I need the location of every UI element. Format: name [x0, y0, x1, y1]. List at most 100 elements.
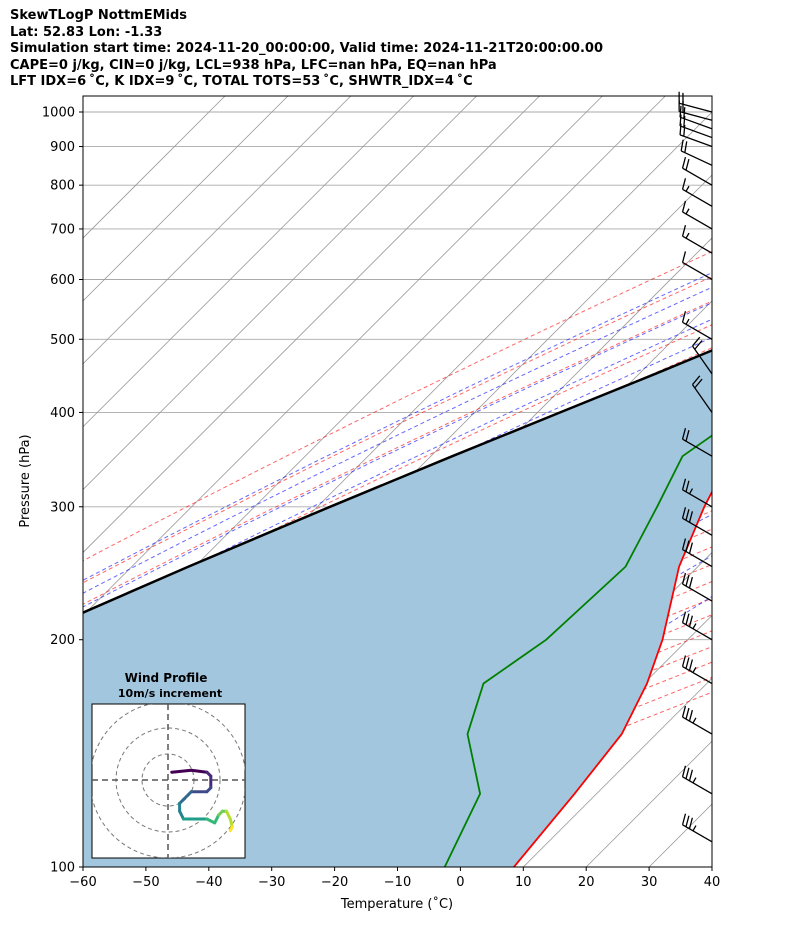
y-tick-label: 600 — [50, 273, 75, 288]
barb-flag — [681, 251, 687, 263]
x-tick-label: 10 — [515, 875, 532, 890]
barb-half-flag — [685, 185, 690, 192]
barb-staff — [682, 321, 713, 340]
barb-staff — [682, 188, 713, 207]
barb-half-flag — [692, 777, 697, 784]
barb-staff — [682, 548, 713, 568]
barb-flag — [688, 709, 694, 722]
x-tick-label: 40 — [704, 875, 721, 890]
barb-half-flag — [685, 232, 690, 239]
barb-flag — [685, 767, 690, 779]
barb-flag — [681, 572, 687, 585]
wind-barb — [681, 156, 713, 186]
hodograph-segment — [228, 825, 234, 833]
barb-staff — [682, 261, 713, 281]
x-tick-label: 0 — [456, 875, 464, 890]
barb-flag — [688, 511, 694, 523]
x-tick-label: −60 — [69, 875, 96, 890]
simulation-time: Simulation start time: 2024-11-20_00:00:… — [10, 41, 603, 56]
y-tick-label: 200 — [50, 633, 75, 648]
barb-staff — [682, 583, 713, 602]
barb-flag — [685, 509, 690, 521]
barb-flag — [685, 540, 690, 552]
x-tick-label: 20 — [578, 875, 595, 890]
isotherm-line — [83, 96, 540, 554]
barb-staff — [691, 384, 713, 413]
barb-flag — [694, 378, 703, 389]
barb-flag — [681, 507, 687, 519]
barb-flag — [685, 158, 690, 171]
wind-barb — [681, 428, 713, 457]
barb-flag — [681, 156, 687, 169]
wind-profile-inset: Wind Profile 10m/s increment — [91, 671, 246, 859]
wind-barb — [681, 611, 713, 641]
wind-barb — [691, 336, 713, 375]
wind-barb — [681, 705, 713, 735]
barb-staff — [679, 125, 713, 139]
x-axis-label: Temperature (˚C) — [340, 896, 453, 912]
wind-barb — [681, 507, 713, 536]
x-tick-label: 30 — [641, 875, 658, 890]
barb-flag — [688, 615, 694, 627]
chart-header: SkewTLogP NottmEMids Lat: 52.83 Lon: -1.… — [10, 8, 603, 91]
barb-half-flag — [692, 717, 697, 724]
barb-staff — [682, 235, 713, 254]
location: Lat: 52.83 Lon: -1.33 — [10, 24, 163, 40]
x-axis-ticks: −60 −50 −40 −30 −20 −10 0 10 20 30 40 — [69, 867, 720, 890]
barb-staff — [680, 150, 713, 166]
barb-half-flag — [692, 666, 697, 673]
wind-barb — [679, 123, 713, 148]
y-tick-label: 700 — [50, 222, 75, 237]
barb-half-flag — [692, 825, 697, 832]
wind-barb — [681, 225, 713, 254]
hodograph-segment — [189, 768, 209, 774]
barb-half-flag — [692, 623, 697, 630]
hodograph-segment — [182, 790, 193, 801]
wind-barb — [681, 813, 713, 843]
isotherm-line — [83, 96, 666, 679]
isotherm-line — [775, 96, 794, 867]
barb-staff — [682, 517, 713, 536]
parcel-profile-line — [83, 349, 712, 614]
wind-barb — [678, 91, 713, 113]
hodograph — [92, 704, 245, 858]
barb-flag — [681, 311, 687, 323]
x-tick-label: −30 — [258, 875, 285, 890]
barb-flag — [685, 613, 690, 625]
x-tick-label: −10 — [384, 875, 411, 890]
hodograph-segment — [170, 768, 193, 774]
station-title: SkewTLogP NottmEMids — [10, 8, 188, 23]
barb-half-flag — [688, 488, 694, 495]
barb-flag — [684, 141, 688, 153]
barb-flag — [681, 655, 687, 667]
isotherm-line — [711, 866, 712, 867]
profiles — [83, 349, 712, 867]
barb-staff — [682, 167, 713, 186]
isotherm-line — [83, 96, 289, 302]
temperature-profile-line — [513, 489, 712, 867]
moist-adiabat — [83, 302, 712, 608]
y-tick-label: 400 — [50, 406, 75, 421]
barb-half-flag — [685, 208, 690, 215]
barb-staff — [682, 716, 713, 735]
barb-flag — [688, 659, 694, 671]
barb-flag — [681, 813, 687, 825]
wind-barb — [681, 178, 713, 207]
wind-barbs — [678, 91, 713, 843]
barb-staff — [678, 102, 713, 113]
barb-flag — [688, 769, 694, 781]
y-axis-label: Pressure (hPa) — [18, 434, 33, 527]
barb-flag — [691, 375, 701, 386]
inset-title: Wind Profile — [125, 671, 208, 685]
x-tick-label: −50 — [132, 875, 159, 890]
wind-barb — [691, 375, 713, 413]
dry-adiabat — [83, 300, 712, 605]
barb-flag — [681, 538, 687, 550]
isotherm-line — [83, 96, 226, 239]
barb-flag — [691, 336, 701, 347]
barb-staff — [679, 116, 713, 130]
wind-barb — [681, 311, 713, 340]
wind-barb — [679, 114, 713, 139]
barb-flag — [681, 765, 687, 777]
barb-flag — [681, 200, 687, 213]
